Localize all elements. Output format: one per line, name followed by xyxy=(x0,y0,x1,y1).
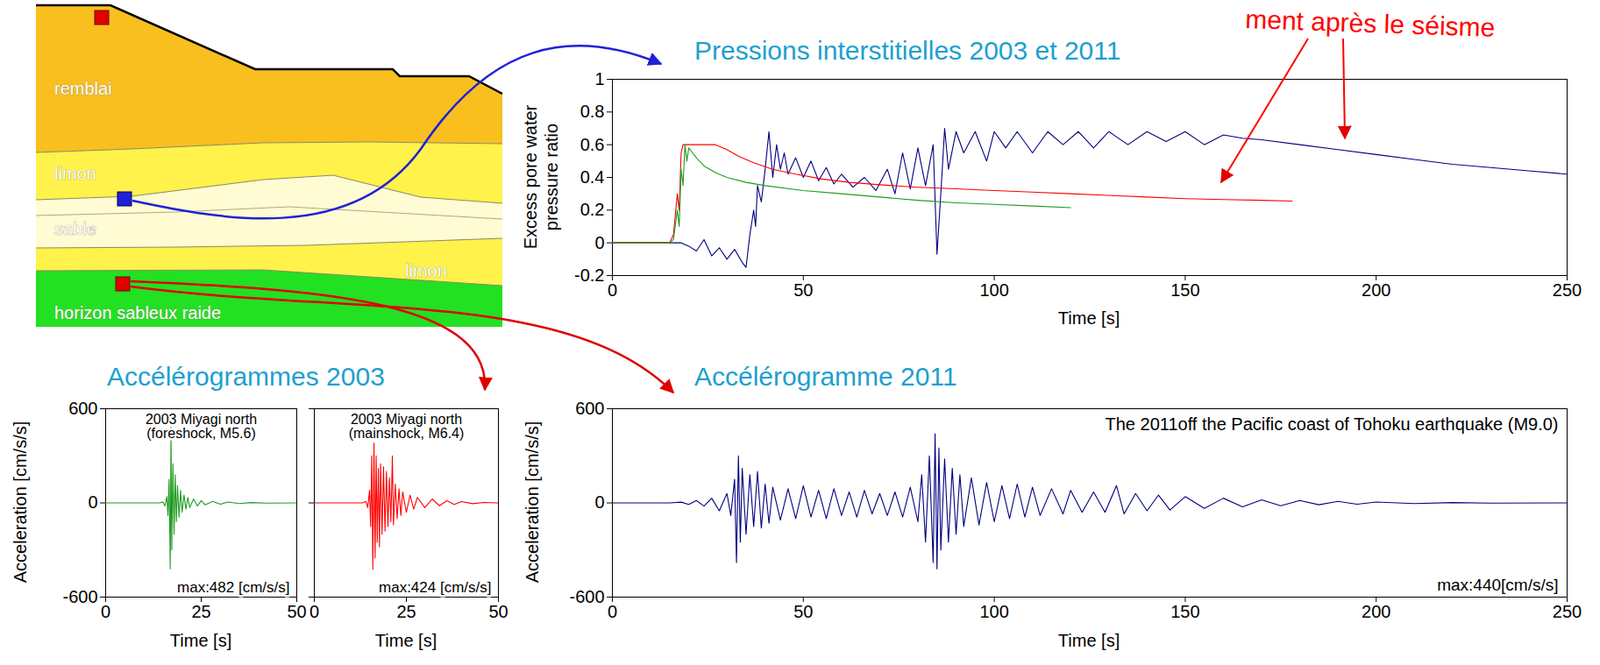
svg-text:Acceleration [cm/s/s]: Acceleration [cm/s/s] xyxy=(522,421,542,584)
svg-text:100: 100 xyxy=(979,280,1009,300)
svg-text:25: 25 xyxy=(191,602,211,622)
svg-text:600: 600 xyxy=(68,398,98,419)
svg-text:Acceleration [cm/s/s]: Acceleration [cm/s/s] xyxy=(10,421,30,584)
svg-text:150: 150 xyxy=(1170,602,1200,622)
svg-text:max:440[cm/s/s]: max:440[cm/s/s] xyxy=(1436,576,1558,595)
svg-text:0: 0 xyxy=(594,492,605,512)
svg-text:50: 50 xyxy=(286,602,306,622)
svg-text:0: 0 xyxy=(607,602,618,622)
svg-text:max:424 [cm/s/s]: max:424 [cm/s/s] xyxy=(378,579,491,597)
svg-text:limon: limon xyxy=(54,163,97,184)
svg-text:0.2: 0.2 xyxy=(580,199,605,220)
svg-text:Accélérogrammes 2003: Accélérogrammes 2003 xyxy=(106,362,385,392)
svg-text:ment après le séisme: ment après le séisme xyxy=(1244,4,1496,43)
svg-text:Time [s]: Time [s] xyxy=(170,631,232,651)
svg-text:Pressions interstitielles 2003: Pressions interstitielles 2003 et 2011 xyxy=(694,35,1121,65)
svg-text:200: 200 xyxy=(1361,602,1391,622)
svg-text:0: 0 xyxy=(607,280,618,300)
svg-text:max:482 [cm/s/s]: max:482 [cm/s/s] xyxy=(177,579,290,597)
svg-text:-0.2: -0.2 xyxy=(574,265,605,285)
svg-text:horizon sableux raide: horizon sableux raide xyxy=(54,303,221,323)
svg-text:-600: -600 xyxy=(568,587,605,607)
svg-text:Time [s]: Time [s] xyxy=(375,631,437,651)
svg-text:0.6: 0.6 xyxy=(580,135,605,155)
svg-text:0.8: 0.8 xyxy=(580,101,605,121)
svg-text:600: 600 xyxy=(575,398,605,419)
svg-text:250: 250 xyxy=(1552,602,1582,622)
svg-text:2003 Miyagi north(mainshock, M: 2003 Miyagi north(mainshock, M6.4) xyxy=(348,412,465,441)
svg-text:200: 200 xyxy=(1361,280,1391,300)
svg-text:Accélérogramme 2011: Accélérogramme 2011 xyxy=(694,362,958,392)
svg-text:50: 50 xyxy=(793,280,813,300)
svg-text:limon: limon xyxy=(405,261,448,281)
svg-text:0: 0 xyxy=(594,233,605,253)
svg-text:0: 0 xyxy=(87,492,98,512)
svg-text:1: 1 xyxy=(594,69,605,89)
svg-text:25: 25 xyxy=(396,602,416,622)
svg-text:-600: -600 xyxy=(62,587,98,607)
svg-text:50: 50 xyxy=(793,602,813,622)
svg-text:remblai: remblai xyxy=(54,78,113,99)
svg-text:2003 Miyagi north(foreshock, M: 2003 Miyagi north(foreshock, M5.6) xyxy=(145,412,257,441)
svg-text:sable: sable xyxy=(54,219,97,239)
svg-text:0: 0 xyxy=(100,602,111,622)
svg-text:The 2011off the Pacific coast: The 2011off the Pacific coast of Tohoku … xyxy=(1105,414,1559,434)
svg-text:150: 150 xyxy=(1170,280,1200,300)
svg-text:50: 50 xyxy=(488,602,508,622)
svg-text:Time [s]: Time [s] xyxy=(1058,308,1120,328)
svg-text:0.4: 0.4 xyxy=(580,167,605,187)
svg-text:100: 100 xyxy=(979,602,1009,622)
svg-text:Time [s]: Time [s] xyxy=(1058,631,1120,651)
svg-text:0: 0 xyxy=(309,602,320,622)
svg-text:Excess pore waterpressure rati: Excess pore waterpressure ratio xyxy=(520,104,562,249)
svg-text:250: 250 xyxy=(1552,280,1582,300)
